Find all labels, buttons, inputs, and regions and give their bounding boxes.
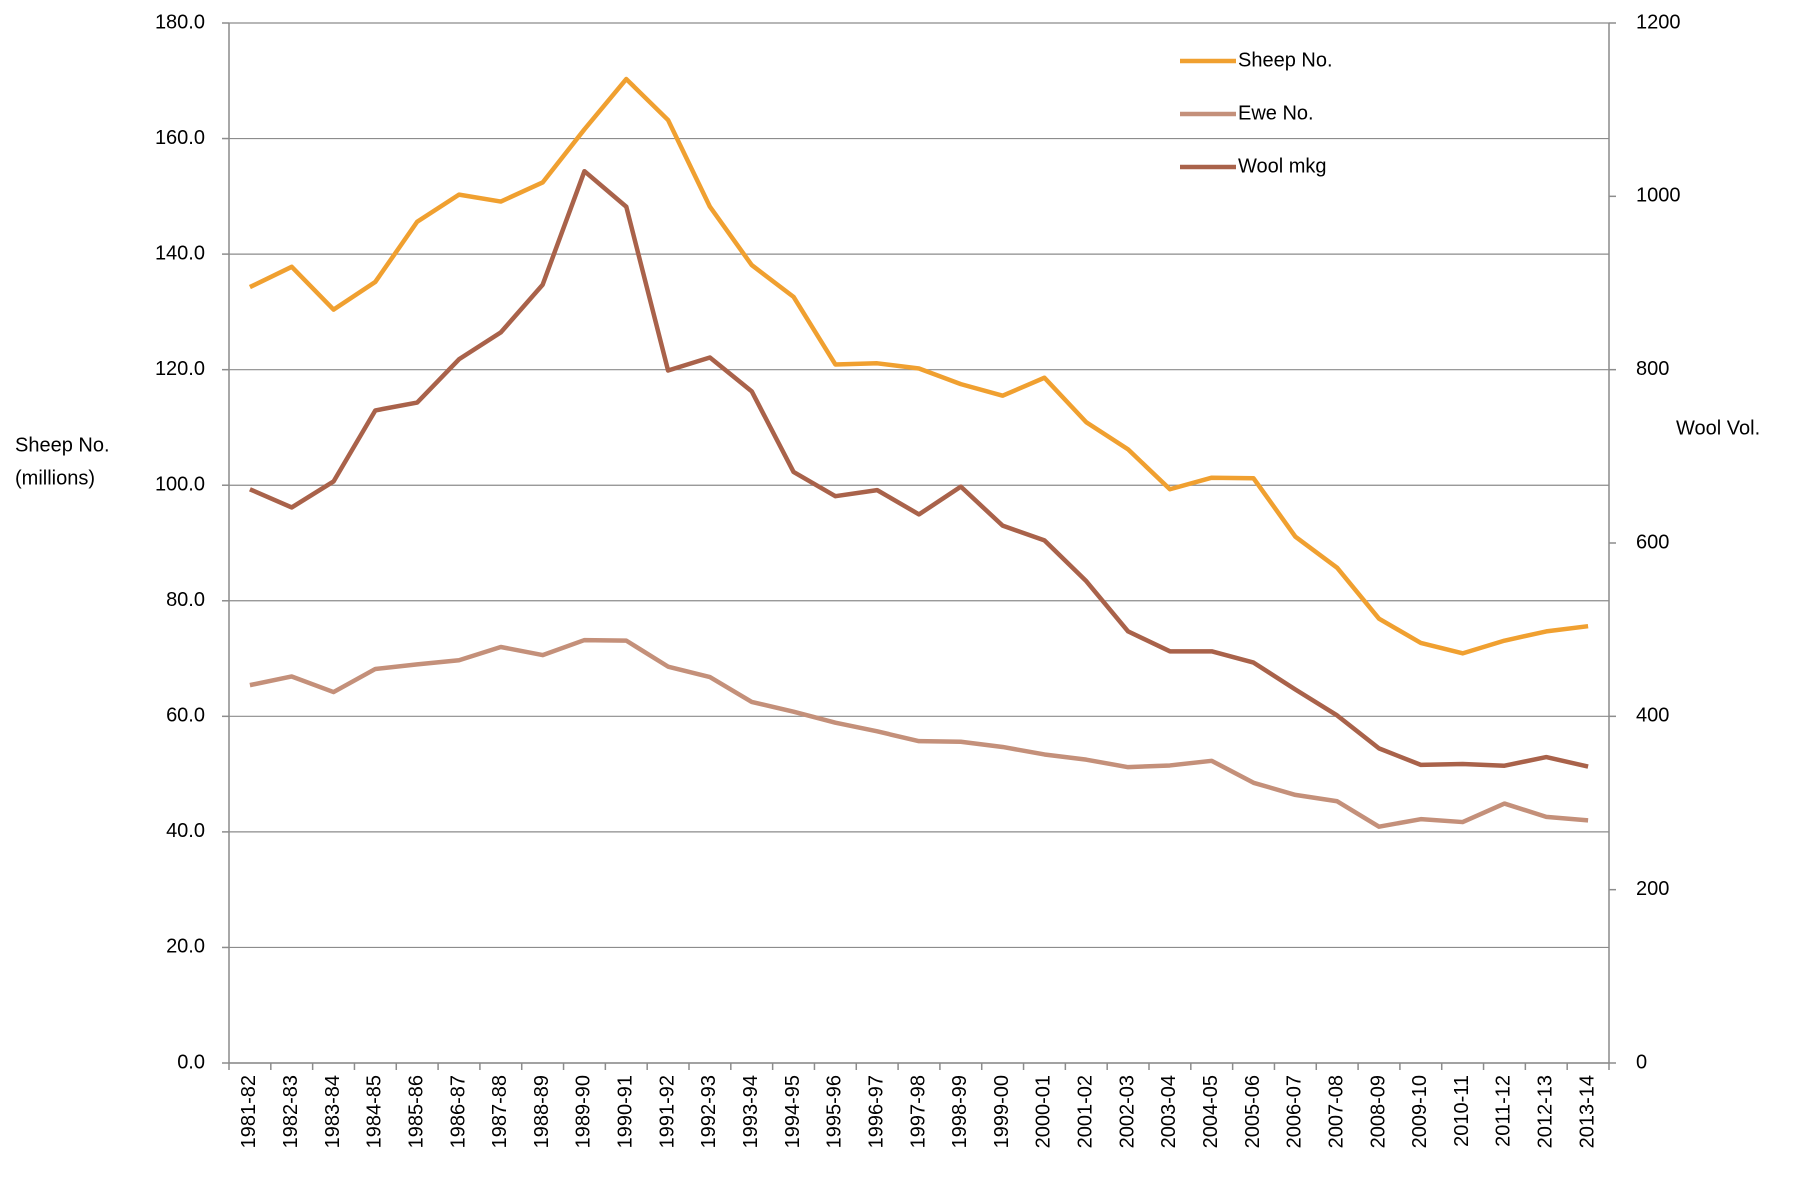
x-tick-label: 1983-84	[322, 1075, 344, 1148]
x-tick-label: 2004-05	[1200, 1075, 1222, 1148]
x-tick-label: 2002-03	[1116, 1075, 1138, 1148]
x-tick-label: 2000-01	[1033, 1075, 1055, 1148]
y2-tick-label: 400	[1636, 705, 1669, 727]
x-tick-label: 1995-96	[824, 1075, 846, 1148]
y-tick-label: 40.0	[166, 820, 205, 842]
x-tick-label: 2009-10	[1409, 1075, 1431, 1148]
y-tick-label: 160.0	[155, 127, 205, 149]
x-tick-label: 1989-90	[573, 1075, 595, 1148]
y-axis-label: (millions)	[15, 467, 95, 489]
x-tick-label: 1984-85	[364, 1075, 386, 1148]
y-tick-label: 60.0	[166, 705, 205, 727]
x-tick-label: 1987-88	[489, 1075, 511, 1148]
x-tick-label: 2005-06	[1242, 1075, 1264, 1148]
y-tick-label: 20.0	[166, 936, 205, 958]
y2-tick-label: 0	[1636, 1051, 1647, 1073]
x-tick-label: 2013-14	[1576, 1075, 1598, 1148]
x-tick-label: 2011-12	[1493, 1075, 1515, 1147]
x-tick-label: 2012-13	[1535, 1075, 1557, 1148]
y2-tick-label: 200	[1636, 878, 1669, 900]
x-tick-label: 1981-82	[238, 1075, 260, 1148]
y2-tick-label: 600	[1636, 531, 1669, 553]
x-tick-label: 1994-95	[782, 1075, 804, 1148]
y2-tick-label: 1200	[1636, 11, 1681, 33]
legend-label: Sheep No.	[1238, 49, 1333, 71]
y2-tick-label: 800	[1636, 358, 1669, 380]
y2-axis-label: Wool Vol.	[1676, 417, 1760, 439]
y-tick-label: 120.0	[155, 358, 205, 380]
x-tick-label: 1991-92	[656, 1075, 678, 1148]
x-tick-label: 2007-08	[1325, 1075, 1347, 1148]
x-tick-label: 1996-97	[865, 1075, 887, 1148]
legend-label: Wool mkg	[1238, 155, 1327, 177]
series-line	[249, 637, 1589, 829]
x-tick-label: 1990-91	[615, 1075, 637, 1148]
y-tick-label: 140.0	[155, 242, 205, 264]
x-tick-label: 1988-89	[531, 1075, 553, 1148]
x-tick-label: 2001-02	[1075, 1075, 1097, 1148]
y-tick-label: 0.0	[177, 1051, 205, 1073]
y2-tick-label: 1000	[1636, 185, 1681, 207]
x-tick-label: 1993-94	[740, 1075, 762, 1148]
x-tick-label: 2006-07	[1284, 1075, 1306, 1148]
x-tick-label: 1992-93	[698, 1075, 720, 1148]
x-tick-label: 1986-87	[447, 1075, 469, 1148]
x-tick-label: 1997-98	[907, 1075, 929, 1148]
y-tick-label: 80.0	[166, 589, 205, 611]
y-tick-label: 100.0	[155, 474, 205, 496]
x-tick-label: 1998-99	[949, 1075, 971, 1148]
x-tick-label: 2008-09	[1367, 1075, 1389, 1148]
x-tick-label: 2003-04	[1158, 1075, 1180, 1148]
series-line	[248, 76, 1589, 656]
x-tick-label: 1982-83	[280, 1075, 302, 1148]
y-tick-label: 180.0	[155, 11, 205, 33]
x-tick-label: 2010-11	[1451, 1075, 1473, 1147]
series-line	[249, 168, 1589, 769]
legend-label: Ewe No.	[1238, 102, 1314, 124]
x-tick-label: 1999-00	[991, 1075, 1013, 1148]
y-axis-label: Sheep No.	[15, 434, 110, 456]
x-tick-label: 1985-86	[405, 1075, 427, 1148]
